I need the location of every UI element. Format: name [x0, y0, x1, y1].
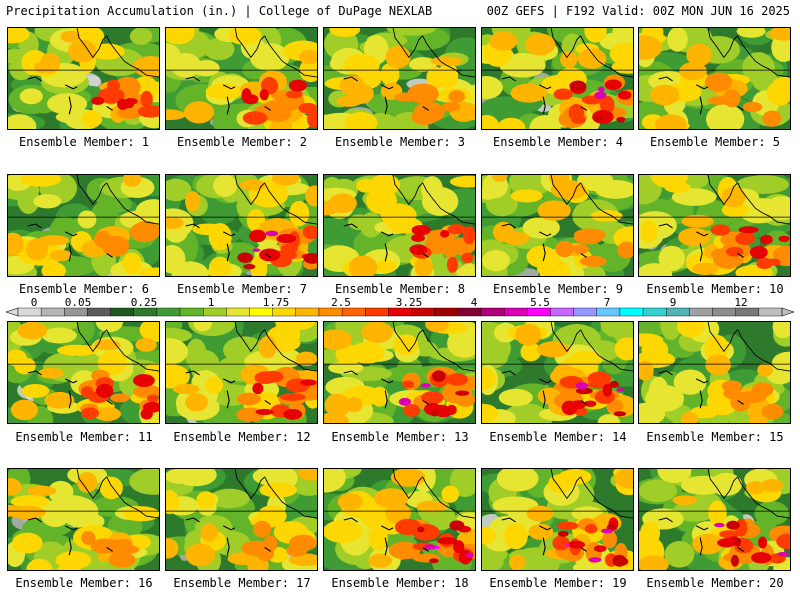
colorbar-segment — [133, 307, 158, 317]
ensemble-member-map — [481, 321, 634, 424]
ensemble-member-map — [7, 468, 160, 571]
colorbar-tick-label: 9 — [670, 296, 677, 309]
colorbar-segment — [527, 307, 551, 317]
colorbar-tick-label: 5.5 — [530, 296, 550, 309]
colorbar-segment — [341, 307, 366, 317]
colorbar-tick-label: 12 — [734, 296, 747, 309]
colorbar-segment — [619, 307, 644, 317]
colorbar-tick-label: 3.25 — [396, 296, 423, 309]
ensemble-member-map — [7, 174, 160, 277]
ensemble-member-label: Ensemble Member: 16 — [15, 576, 153, 590]
ensemble-member-label: Ensemble Member: 17 — [173, 576, 311, 590]
ensemble-member-label: Ensemble Member: 12 — [173, 430, 311, 444]
colorbar-segment — [203, 307, 227, 317]
colorbar-segment — [480, 307, 505, 317]
colorbar-segment — [573, 307, 597, 317]
ensemble-member-map — [323, 321, 476, 424]
ensemble-member-map — [481, 468, 634, 571]
colorbar-max-arrow — [781, 307, 795, 317]
precipitation-colorbar: 0 0.05 0.25 1 1.75 2.5 3.25 4 5.5 7 9 12 — [5, 296, 795, 317]
ensemble-member-map — [165, 27, 318, 130]
ensemble-member-map — [7, 27, 160, 130]
ensemble-member-label: Ensemble Member: 11 — [15, 430, 153, 444]
colorbar-tick-label: 0 — [31, 296, 38, 309]
ensemble-member-label: Ensemble Member: 20 — [646, 576, 784, 590]
colorbar-segment — [226, 307, 250, 317]
ensemble-member-label: Ensemble Member: 5 — [649, 135, 781, 149]
ensemble-member-map — [481, 27, 634, 130]
colorbar-segment — [388, 307, 412, 317]
colorbar-segment — [666, 307, 690, 317]
colorbar-segment — [434, 307, 459, 317]
ensemble-member-map — [323, 174, 476, 277]
ensemble-member-map — [323, 27, 476, 130]
colorbar-segment — [365, 307, 389, 317]
ensemble-member-label: Ensemble Member: 6 — [18, 282, 150, 296]
colorbar-tick-label: 1.75 — [263, 296, 290, 309]
colorbar-min-arrow — [5, 307, 19, 317]
colorbar-segment — [64, 307, 88, 317]
ensemble-member-label: Ensemble Member: 4 — [492, 135, 624, 149]
colorbar-segment — [712, 307, 736, 317]
ensemble-member-label: Ensemble Member: 1 — [18, 135, 150, 149]
colorbar-segment — [318, 307, 343, 317]
ensemble-member-label: Ensemble Member: 3 — [334, 135, 466, 149]
colorbar-segment — [503, 307, 528, 317]
colorbar-segment — [550, 307, 574, 317]
ensemble-member-map — [323, 468, 476, 571]
ensemble-member-map — [7, 321, 160, 424]
ensemble-member-map — [165, 174, 318, 277]
colorbar-segment — [156, 307, 181, 317]
ensemble-member-map — [638, 321, 791, 424]
ensemble-member-map — [638, 174, 791, 277]
ensemble-member-label: Ensemble Member: 8 — [334, 282, 466, 296]
ensemble-member-label: Ensemble Member: 19 — [489, 576, 627, 590]
colorbar-segment — [758, 307, 783, 317]
ensemble-member-label: Ensemble Member: 14 — [489, 430, 627, 444]
colorbar-segment — [249, 307, 273, 317]
colorbar-segment — [411, 307, 435, 317]
ensemble-member-label: Ensemble Member: 10 — [646, 282, 784, 296]
colorbar-segment — [17, 307, 42, 317]
colorbar-segment — [272, 307, 297, 317]
ensemble-member-label: Ensemble Member: 7 — [176, 282, 308, 296]
colorbar-tick-label: 0.25 — [131, 296, 158, 309]
colorbar-segment — [735, 307, 760, 317]
ensemble-member-map — [638, 468, 791, 571]
colorbar-segment — [87, 307, 111, 317]
ensemble-member-map — [165, 321, 318, 424]
colorbar-tick-label: 7 — [604, 296, 611, 309]
colorbar-tick-label: 1 — [208, 296, 215, 309]
colorbar-segment — [596, 307, 621, 317]
ensemble-member-map — [481, 174, 634, 277]
colorbar-segment — [642, 307, 667, 317]
ensemble-member-label: Ensemble Member: 18 — [331, 576, 469, 590]
ensemble-member-label: Ensemble Member: 9 — [492, 282, 624, 296]
ensemble-member-map — [638, 27, 791, 130]
ensemble-member-label: Ensemble Member: 13 — [331, 430, 469, 444]
colorbar-segment — [110, 307, 134, 317]
ensemble-member-label: Ensemble Member: 2 — [176, 135, 308, 149]
colorbar-segment — [40, 307, 65, 317]
colorbar-tick-label: 4 — [471, 296, 478, 309]
colorbar-segment — [689, 307, 713, 317]
colorbar-tick-label: 0.05 — [65, 296, 92, 309]
ensemble-member-map — [165, 468, 318, 571]
colorbar-tick-label: 2.5 — [331, 296, 351, 309]
colorbar-segment — [295, 307, 320, 317]
colorbar-segment — [457, 307, 482, 317]
map-title: Precipitation Accumulation (in.) | Colle… — [6, 4, 433, 18]
colorbar-segment — [179, 307, 204, 317]
ensemble-member-label: Ensemble Member: 15 — [646, 430, 784, 444]
model-run-valid-time: 00Z GEFS | F192 Valid: 00Z MON JUN 16 20… — [486, 4, 790, 18]
